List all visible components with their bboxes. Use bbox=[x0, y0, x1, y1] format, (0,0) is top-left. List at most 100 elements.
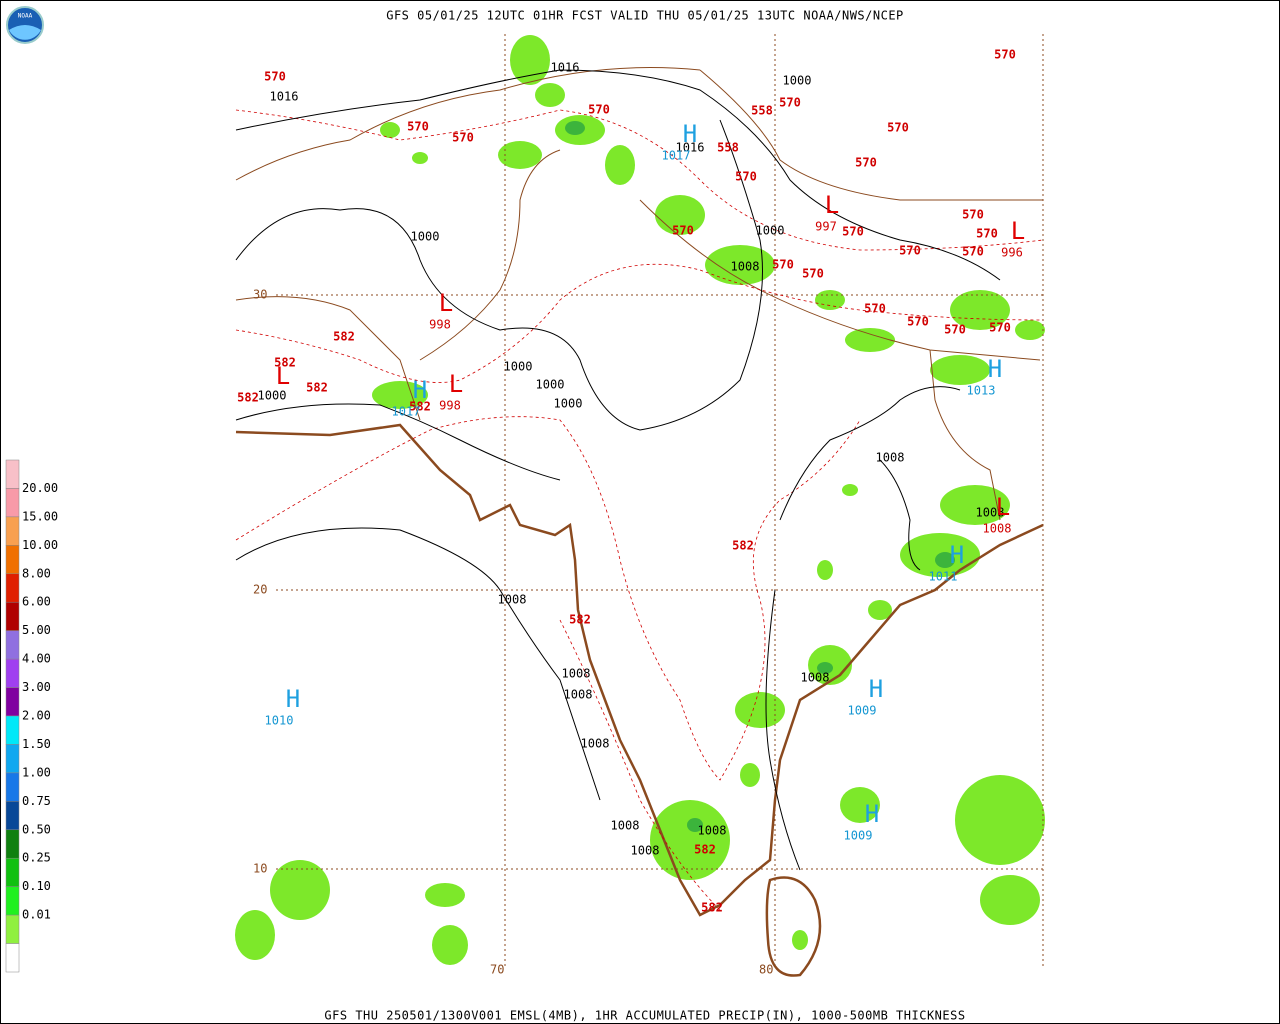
noaa-logo: NOAA bbox=[6, 6, 44, 44]
high-symbol: H bbox=[865, 800, 879, 828]
thickness-label: 570 bbox=[264, 70, 286, 84]
legend-swatch bbox=[5, 886, 20, 916]
pressure-label: 1000 bbox=[783, 74, 812, 88]
precip-legend: 20.00 15.00 10.00 8.00 6.00 5.00 4.00 3.00 2.00 1… bbox=[5, 459, 58, 973]
thickness-label: 570 bbox=[588, 103, 610, 117]
legend-swatch bbox=[5, 715, 20, 745]
high-value: 1009 bbox=[844, 829, 873, 843]
low-symbol: L bbox=[439, 289, 453, 317]
pressure-label: 1000 bbox=[411, 230, 440, 244]
pressure-label: 1000 bbox=[756, 224, 785, 238]
high-value: 1017 bbox=[392, 405, 421, 419]
legend-label: 5.00 bbox=[22, 623, 51, 637]
low-symbol: L bbox=[1011, 217, 1025, 245]
grid-label: 20 bbox=[253, 583, 267, 597]
thickness-label: 570 bbox=[994, 48, 1016, 62]
legend-swatch bbox=[5, 801, 20, 831]
low-symbol: L bbox=[449, 370, 463, 398]
thickness-label: 570 bbox=[855, 156, 877, 170]
thickness-label: 570 bbox=[864, 302, 886, 316]
thickness-label: 570 bbox=[989, 321, 1011, 335]
legend-swatch bbox=[5, 687, 20, 717]
pressure-label: 1000 bbox=[504, 360, 533, 374]
pressure-contours bbox=[235, 69, 1001, 871]
thickness-label: 570 bbox=[944, 323, 966, 337]
legend-label: 1.50 bbox=[22, 737, 51, 751]
thickness-label: 582 bbox=[701, 901, 723, 915]
thickness-contours bbox=[235, 109, 1044, 911]
high-symbol: H bbox=[683, 120, 697, 148]
low-symbol: L bbox=[825, 191, 839, 219]
thickness-label: 582 bbox=[732, 539, 754, 553]
legend-swatch bbox=[5, 744, 20, 774]
legend-swatch bbox=[5, 573, 20, 603]
thickness-label: 582 bbox=[409, 400, 431, 414]
thickness-label: 570 bbox=[976, 227, 998, 241]
coastline bbox=[235, 423, 1044, 977]
high-symbol: H bbox=[413, 376, 427, 404]
pressure-label: 1008 bbox=[611, 819, 640, 833]
thickness-label: 570 bbox=[907, 315, 929, 329]
legend-swatch bbox=[5, 545, 20, 575]
grid-label: 70 bbox=[490, 963, 504, 977]
legend-swatch bbox=[5, 488, 20, 518]
pressure-label: 1008 bbox=[801, 671, 830, 685]
low-value: 998 bbox=[439, 399, 461, 413]
thickness-label: 570 bbox=[962, 208, 984, 222]
pressure-label: 1008 bbox=[698, 824, 727, 838]
legend-label: 0.50 bbox=[22, 822, 51, 836]
pressure-label: 1000 bbox=[536, 378, 565, 392]
low-symbol: L bbox=[276, 362, 290, 390]
thickness-label: 582 bbox=[569, 613, 591, 627]
logo-wave bbox=[9, 25, 41, 40]
high-value: 1010 bbox=[265, 714, 294, 728]
high-symbol: H bbox=[869, 675, 883, 703]
legend-label: 3.00 bbox=[22, 680, 51, 694]
low-value: 997 bbox=[815, 220, 837, 234]
legend-label: 1.00 bbox=[22, 765, 51, 779]
legend-label: 0.75 bbox=[22, 794, 51, 808]
thickness-label: 582 bbox=[333, 330, 355, 344]
legend-swatch bbox=[5, 914, 20, 944]
legend-label: 20.00 bbox=[22, 481, 58, 495]
legend-swatch bbox=[5, 630, 20, 660]
pressure-label: 1008 bbox=[876, 451, 905, 465]
legend-label: 2.00 bbox=[22, 709, 51, 723]
thickness-label: 582 bbox=[274, 356, 296, 370]
legend-label: 4.00 bbox=[22, 652, 51, 666]
legend-label: 8.00 bbox=[22, 566, 51, 580]
grid-label: 30 bbox=[253, 288, 267, 302]
pressure-label: 1008 bbox=[731, 260, 760, 274]
thickness-label: 570 bbox=[407, 120, 429, 134]
low-value: 1008 bbox=[983, 522, 1012, 536]
pressure-label: 1016 bbox=[676, 141, 705, 155]
legend-swatch bbox=[5, 658, 20, 688]
legend-swatch bbox=[5, 459, 20, 489]
grid-label: 80 bbox=[759, 963, 773, 977]
pressure-label: 1008 bbox=[581, 737, 610, 751]
legend-swatch bbox=[5, 857, 20, 887]
high-value: 1017 bbox=[662, 149, 691, 163]
high-value: 1011 bbox=[929, 570, 958, 584]
low-value: 996 bbox=[1001, 246, 1023, 260]
legend-swatch bbox=[5, 516, 20, 546]
thickness-label: 570 bbox=[962, 245, 984, 259]
pressure-label: 1008 bbox=[564, 688, 593, 702]
high-symbol: H bbox=[286, 685, 300, 713]
footer-caption: GFS THU 250501/1300V001 EMSL(4MB), 1HR A… bbox=[324, 1009, 965, 1023]
thickness-label: 582 bbox=[694, 843, 716, 857]
legend-label: 0.25 bbox=[22, 851, 51, 865]
pressure-label: 1008 bbox=[498, 593, 527, 607]
pressure-label: 1008 bbox=[631, 844, 660, 858]
pressure-label: 1016 bbox=[270, 90, 299, 104]
high-value: 1013 bbox=[967, 384, 996, 398]
precip-cores bbox=[565, 121, 955, 832]
legend-label: 0.01 bbox=[22, 908, 51, 922]
thickness-label: 558 bbox=[751, 104, 773, 118]
thickness-label: 570 bbox=[772, 258, 794, 272]
thickness-label: 570 bbox=[779, 96, 801, 110]
